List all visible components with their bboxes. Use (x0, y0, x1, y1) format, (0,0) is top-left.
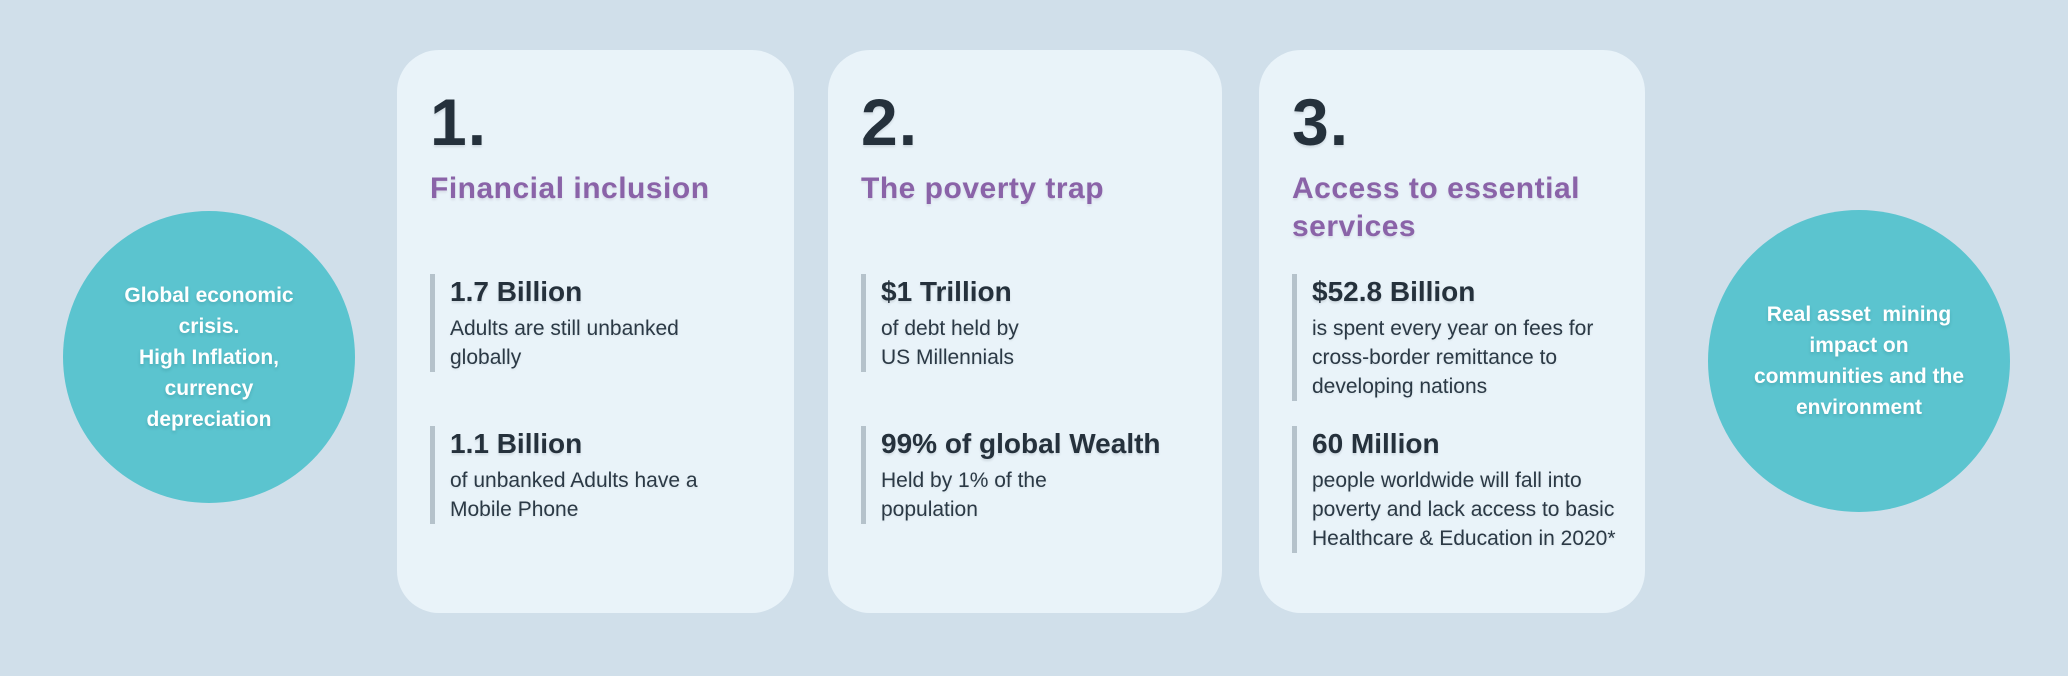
card-financial-inclusion: 1. Financial inclusion 1.7 Billion Adult… (397, 50, 794, 613)
stat-value: 60 Million (1312, 428, 1440, 459)
card-number-1: 1. (430, 85, 488, 159)
stat-value: $52.8 Billion (1312, 276, 1476, 307)
stat-value: 99% of global Wealth (881, 428, 1161, 459)
card-number-2: 2. (861, 85, 919, 159)
stat-description: Held by 1% of the population (881, 469, 1047, 521)
stat-millennial-debt: $1 Trillion of debt held by US Millennia… (861, 274, 1019, 372)
card-poverty-trap: 2. The poverty trap $1 Trillion of debt … (828, 50, 1222, 613)
right-context-circle: Real asset mining impact on communities … (1708, 210, 2010, 512)
stat-description: is spent every year on fees for cross-bo… (1312, 317, 1594, 398)
stat-description: of debt held by US Millennials (881, 317, 1019, 369)
stat-unbanked-adults: 1.7 Billion Adults are still unbanked gl… (430, 274, 679, 372)
stat-description: of unbanked Adults have a Mobile Phone (450, 469, 698, 521)
stat-remittance-fees: $52.8 Billion is spent every year on fee… (1292, 274, 1593, 401)
card-number-3: 3. (1292, 85, 1350, 159)
stat-poverty-forecast: 60 Million people worldwide will fall in… (1292, 426, 1616, 553)
left-context-circle: Global economic crisis. High Inflation, … (63, 211, 355, 503)
stat-value: 1.1 Billion (450, 428, 583, 459)
card-title-financial-inclusion: Financial inclusion (430, 172, 710, 205)
left-circle-text: Global economic crisis. High Inflation, … (124, 283, 294, 431)
stat-description: people worldwide will fall into poverty … (1312, 469, 1616, 550)
stat-unbanked-mobile-phone: 1.1 Billion of unbanked Adults have a Mo… (430, 426, 698, 524)
stat-value: 1.7 Billion (450, 276, 583, 307)
card-title-essential-services: Access to essential services (1292, 172, 1580, 243)
stat-description: Adults are still unbanked globally (450, 317, 679, 369)
stat-value: $1 Trillion (881, 276, 1012, 307)
right-circle-text: Real asset mining impact on communities … (1753, 303, 1965, 419)
stat-wealth-concentration: 99% of global Wealth Held by 1% of the p… (861, 426, 1161, 524)
card-title-poverty-trap: The poverty trap (861, 172, 1105, 205)
card-essential-services: 3. Access to essential services $52.8 Bi… (1259, 50, 1645, 613)
